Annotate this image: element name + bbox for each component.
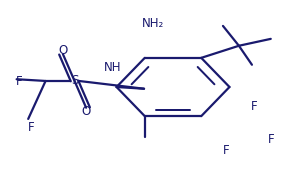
Text: F: F <box>268 133 275 146</box>
Text: O: O <box>58 44 68 57</box>
Text: F: F <box>16 75 23 88</box>
Text: NH: NH <box>103 61 121 74</box>
Text: F: F <box>28 121 34 134</box>
Text: F: F <box>223 144 230 157</box>
Text: F: F <box>251 100 258 113</box>
Text: O: O <box>81 105 91 118</box>
Text: S: S <box>71 74 78 88</box>
Text: NH₂: NH₂ <box>142 17 164 30</box>
